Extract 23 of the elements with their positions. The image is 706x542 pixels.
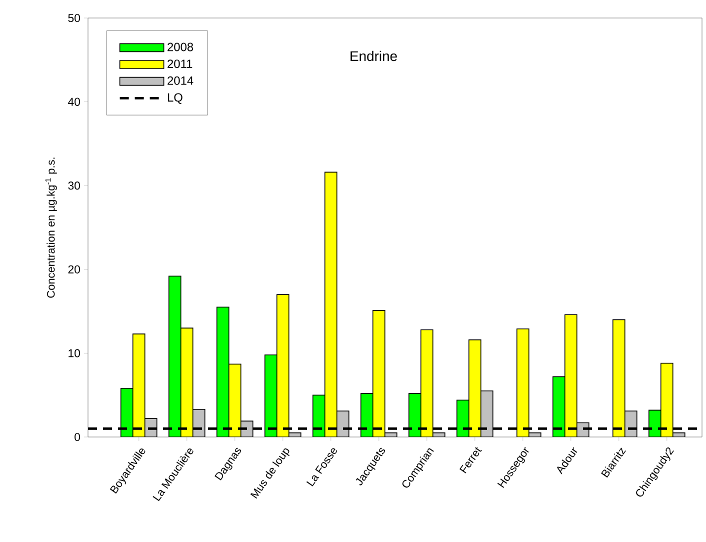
bar bbox=[276, 294, 290, 437]
bar bbox=[168, 276, 181, 437]
bar bbox=[180, 328, 193, 437]
legend-label: 2008 bbox=[168, 42, 194, 52]
bar bbox=[612, 319, 626, 437]
bar bbox=[216, 306, 230, 437]
y-tick-label: 30 bbox=[68, 182, 80, 190]
bar bbox=[372, 310, 386, 437]
text: Endrine bbox=[350, 50, 397, 62]
y-tick-label: 10 bbox=[68, 349, 80, 358]
y-axis-title: Concentration en µg.kg$^{-1}$ p.s. bbox=[45, 158, 57, 298]
bar bbox=[420, 329, 434, 437]
legend-label: 2014 bbox=[168, 76, 194, 85]
legend-label: 2011 bbox=[168, 60, 192, 68]
bar bbox=[468, 339, 482, 437]
y-tick-label: 40 bbox=[68, 98, 80, 106]
y-tick-label: 0 bbox=[74, 432, 80, 442]
y-tick-label: 50 bbox=[68, 14, 80, 22]
bar bbox=[564, 314, 578, 437]
legend-label: LQ bbox=[168, 93, 182, 104]
y-tick-label: 20 bbox=[68, 265, 80, 274]
bar bbox=[324, 172, 338, 437]
bar bbox=[516, 328, 530, 437]
